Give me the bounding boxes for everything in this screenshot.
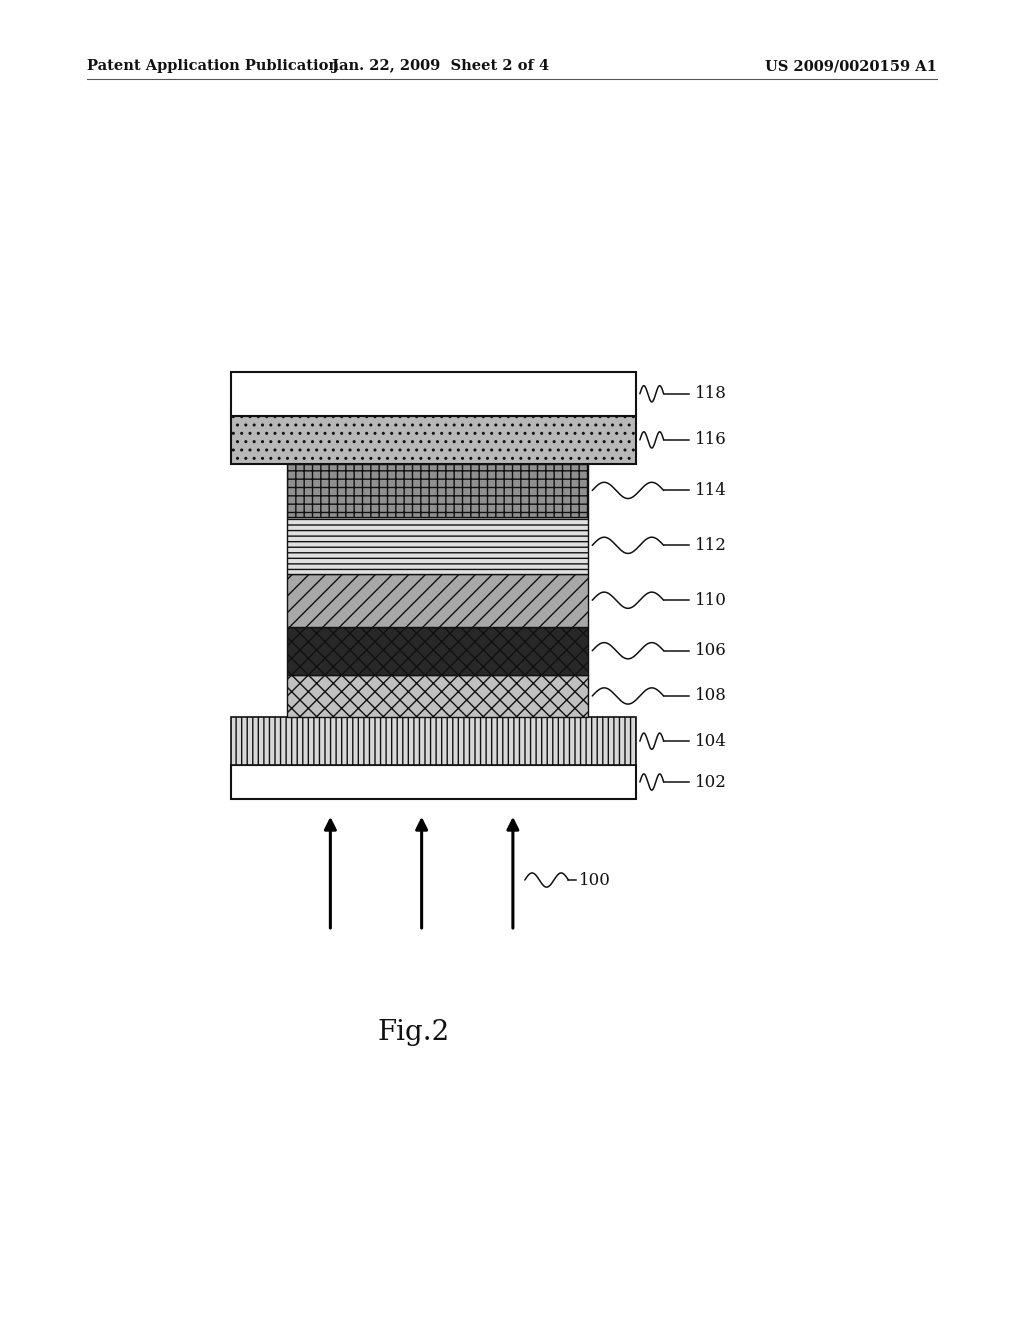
Text: 114: 114	[695, 482, 727, 499]
Bar	[231, 416, 636, 465]
Text: 100: 100	[579, 871, 610, 888]
Text: 104: 104	[695, 733, 727, 750]
Text: 118: 118	[695, 385, 727, 403]
Bar	[287, 574, 588, 627]
Text: 102: 102	[695, 774, 727, 791]
Text: US 2009/0020159 A1: US 2009/0020159 A1	[765, 59, 937, 74]
Text: Patent Application Publication: Patent Application Publication	[87, 59, 339, 74]
Text: 116: 116	[695, 432, 727, 449]
Text: 112: 112	[695, 537, 727, 554]
Bar	[287, 627, 588, 675]
Bar	[287, 465, 588, 516]
Text: Fig.2: Fig.2	[378, 1019, 450, 1045]
Text: Jan. 22, 2009  Sheet 2 of 4: Jan. 22, 2009 Sheet 2 of 4	[332, 59, 549, 74]
Text: 108: 108	[695, 688, 727, 705]
Bar	[231, 372, 636, 416]
Text: 110: 110	[695, 591, 727, 609]
Bar	[287, 516, 588, 574]
Bar	[231, 766, 636, 799]
Bar	[231, 717, 636, 766]
Text: 106: 106	[695, 643, 727, 659]
Bar	[287, 675, 588, 717]
